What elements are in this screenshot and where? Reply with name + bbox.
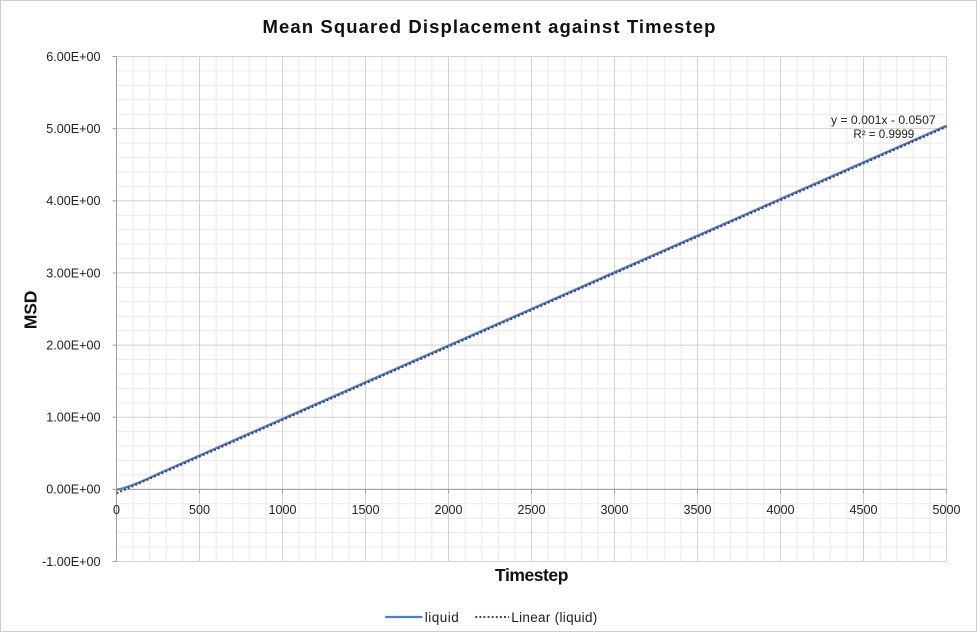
- svg-text:3500: 3500: [683, 503, 711, 517]
- svg-text:1500: 1500: [351, 503, 379, 517]
- svg-text:Mean Squared Displacement agai: Mean Squared Displacement against Timest…: [262, 16, 716, 37]
- svg-text:500: 500: [189, 503, 210, 517]
- svg-text:-1.00E+00: -1.00E+00: [42, 555, 100, 569]
- svg-text:2500: 2500: [517, 503, 545, 517]
- svg-text:6.00E+00: 6.00E+00: [46, 50, 100, 64]
- svg-text:R² = 0.9999: R² = 0.9999: [853, 128, 914, 141]
- svg-text:1.00E+00: 1.00E+00: [46, 411, 100, 425]
- svg-text:4.00E+00: 4.00E+00: [46, 194, 100, 208]
- svg-text:4000: 4000: [766, 503, 794, 517]
- svg-text:0.00E+00: 0.00E+00: [46, 483, 100, 497]
- svg-text:2.00E+00: 2.00E+00: [46, 338, 100, 352]
- svg-text:2000: 2000: [434, 503, 462, 517]
- svg-text:Timestep: Timestep: [495, 565, 568, 585]
- svg-text:1000: 1000: [268, 503, 296, 517]
- svg-text:MSD: MSD: [21, 291, 41, 329]
- svg-text:0: 0: [113, 503, 120, 517]
- svg-text:Linear (liquid): Linear (liquid): [511, 610, 597, 625]
- svg-text:y = 0.001x - 0.0507: y = 0.001x - 0.0507: [831, 113, 936, 127]
- svg-text:liquid: liquid: [425, 610, 460, 625]
- svg-text:4500: 4500: [849, 503, 877, 517]
- svg-text:5.00E+00: 5.00E+00: [46, 122, 100, 136]
- svg-text:3000: 3000: [600, 503, 628, 517]
- svg-text:3.00E+00: 3.00E+00: [46, 266, 100, 280]
- svg-text:5000: 5000: [932, 503, 960, 517]
